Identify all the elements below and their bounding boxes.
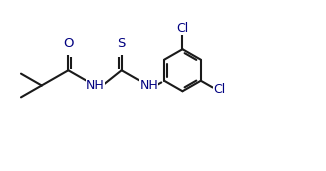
Text: NH: NH (139, 79, 158, 92)
Text: O: O (63, 37, 74, 50)
Text: NH: NH (86, 79, 105, 92)
Text: Cl: Cl (214, 83, 226, 96)
Text: Cl: Cl (176, 22, 189, 35)
Text: S: S (117, 37, 126, 50)
